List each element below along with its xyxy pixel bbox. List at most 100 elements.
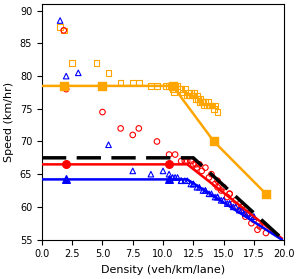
Point [179, 179, 184, 183]
Point [202, 103, 207, 108]
Point [196, 97, 201, 101]
Point [239, 205, 244, 209]
Point [170, 87, 175, 92]
Point [197, 162, 202, 167]
Point [207, 192, 211, 196]
Point [227, 201, 232, 206]
Point [167, 152, 171, 157]
X-axis label: Density (veh/km/lane): Density (veh/km/lane) [101, 265, 225, 275]
Point [118, 80, 123, 85]
Point [182, 159, 187, 163]
Point [64, 74, 68, 78]
Point [263, 192, 268, 196]
Point [179, 159, 184, 163]
Point [243, 211, 248, 216]
Point [193, 97, 198, 101]
Point [61, 84, 66, 88]
Point [201, 100, 205, 104]
Point [195, 165, 199, 170]
Point [237, 208, 242, 212]
Point [172, 90, 176, 95]
Point [100, 84, 105, 88]
Point [239, 208, 244, 212]
Point [225, 195, 230, 199]
Point [211, 107, 216, 111]
Point [197, 100, 202, 104]
Point [237, 208, 242, 212]
Point [209, 172, 214, 176]
Point [199, 100, 204, 104]
Point [170, 84, 175, 88]
Point [167, 172, 171, 176]
Point [178, 87, 182, 92]
Point [64, 177, 68, 182]
Point [191, 162, 196, 167]
Point [191, 93, 196, 98]
Point [257, 224, 262, 229]
Point [173, 84, 178, 88]
Point [195, 185, 199, 189]
Point [203, 188, 208, 193]
Point [175, 175, 180, 180]
Point [192, 90, 197, 95]
Point [149, 84, 153, 88]
Point [64, 87, 68, 92]
Point [221, 185, 226, 189]
Point [215, 110, 220, 114]
Point [215, 179, 220, 183]
Point [219, 198, 224, 203]
Point [118, 126, 123, 131]
Point [191, 182, 196, 186]
Point [185, 159, 190, 163]
Point [245, 211, 250, 216]
Point [208, 103, 213, 108]
Point [251, 218, 256, 222]
Point [245, 211, 250, 216]
Point [213, 195, 217, 199]
Point [209, 192, 214, 196]
Point [61, 28, 66, 33]
Point [136, 126, 141, 131]
Point [211, 139, 216, 144]
Point [233, 205, 238, 209]
Point [61, 28, 66, 33]
Point [203, 100, 208, 104]
Point [163, 84, 168, 88]
Point [210, 103, 215, 108]
Point [191, 182, 196, 186]
Point [213, 103, 217, 108]
Point [94, 61, 99, 65]
Point [188, 90, 193, 95]
Point [243, 215, 248, 219]
Point [199, 169, 204, 173]
Point [204, 103, 209, 108]
Point [227, 192, 232, 196]
Point [173, 175, 178, 180]
Point [201, 188, 205, 193]
Point [239, 205, 244, 209]
Point [203, 165, 208, 170]
Point [149, 172, 153, 176]
Point [198, 97, 203, 101]
Point [209, 103, 214, 108]
Point [170, 175, 175, 180]
Point [198, 100, 202, 104]
Point [175, 84, 180, 88]
Point [187, 93, 191, 98]
Point [180, 90, 185, 95]
Point [205, 100, 210, 104]
Point [190, 93, 194, 98]
Point [227, 201, 232, 206]
Point [155, 84, 159, 88]
Point [58, 25, 62, 29]
Point [231, 201, 236, 206]
Point [203, 188, 208, 193]
Point [187, 93, 192, 98]
Point [185, 93, 190, 98]
Point [167, 84, 171, 88]
Point [182, 179, 187, 183]
Point [130, 133, 135, 137]
Point [179, 179, 184, 183]
Y-axis label: Speed (km/hr): Speed (km/hr) [4, 82, 14, 162]
Point [251, 215, 256, 219]
